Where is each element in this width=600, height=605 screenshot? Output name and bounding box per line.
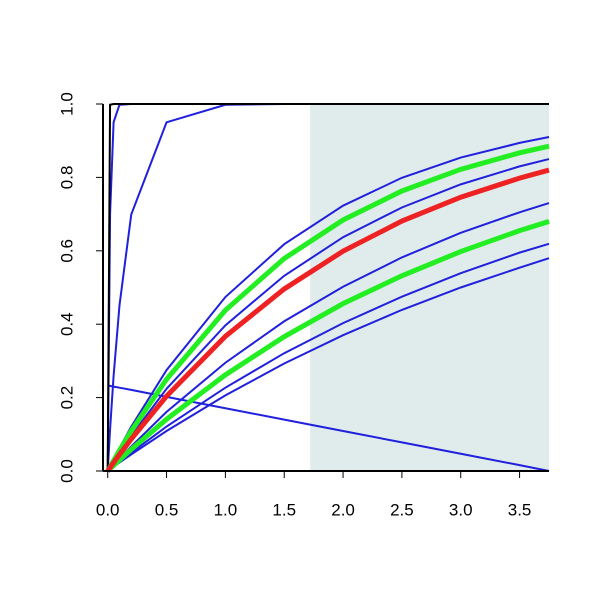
series-line [105,167,550,473]
x-tick-label: 1.5 [272,500,296,519]
x-tick-label: 0.0 [96,500,120,519]
series-line [107,384,550,472]
y-tick-label: 0.6 [57,239,76,263]
x-tick-label: 2.0 [331,500,355,519]
series-line [106,103,549,472]
x-tick-label: 0.5 [155,500,179,519]
y-tick-label: 0.8 [57,166,76,190]
x-tick-label: 1.0 [214,500,238,519]
shaded-region [310,104,549,471]
y-tick-label: 0.2 [57,386,76,410]
x-tick-label: 3.0 [449,500,473,519]
x-tick-label: 2.5 [390,500,414,519]
y-tick-label: 0.0 [57,459,76,483]
y-tick-label: 1.0 [57,92,76,116]
x-tick-label: 3.5 [508,500,532,519]
y-tick-label: 0.4 [57,312,76,336]
